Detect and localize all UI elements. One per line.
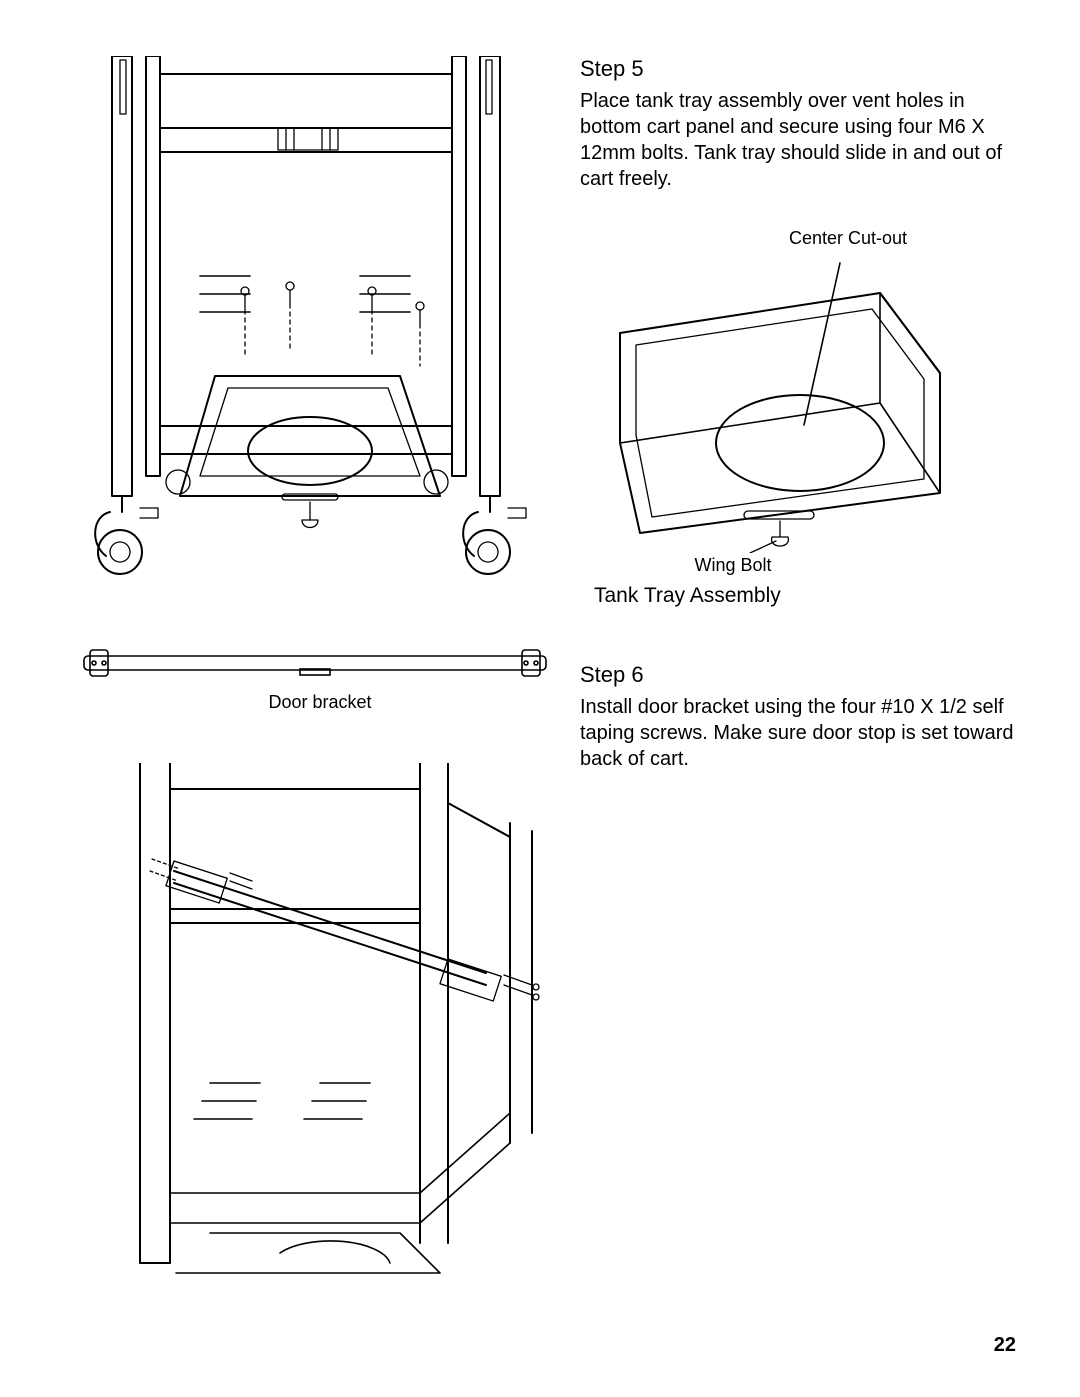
step5-body: Place tank tray assembly over vent holes… (580, 88, 1016, 192)
step6-heading: Step 6 (580, 662, 1016, 688)
figure-cart-tank-tray (80, 56, 560, 586)
tank-tray-assembly-caption: Tank Tray Assembly (580, 584, 1016, 608)
figure-tank-tray-detail: Center Cut-out (580, 228, 1016, 608)
step6-block: Step 6 Install door bracket using the fo… (580, 662, 1016, 796)
page-number: 22 (994, 1334, 1016, 1357)
wing-bolt-label: Wing Bolt (580, 555, 1016, 576)
step6-body: Install door bracket using the four #10 … (580, 694, 1016, 772)
left-column: Door bracket (80, 56, 560, 1357)
figure-cart-bracket-install (80, 763, 560, 1283)
step5-heading: Step 5 (580, 56, 1016, 82)
right-column: Step 5 Place tank tray assembly over ven… (560, 56, 1016, 1357)
door-bracket-label: Door bracket (80, 692, 560, 713)
manual-page: Door bracket (0, 0, 1080, 1397)
center-cutout-label: Center Cut-out (580, 228, 1016, 249)
figure-door-bracket-bar: Door bracket (80, 646, 560, 713)
